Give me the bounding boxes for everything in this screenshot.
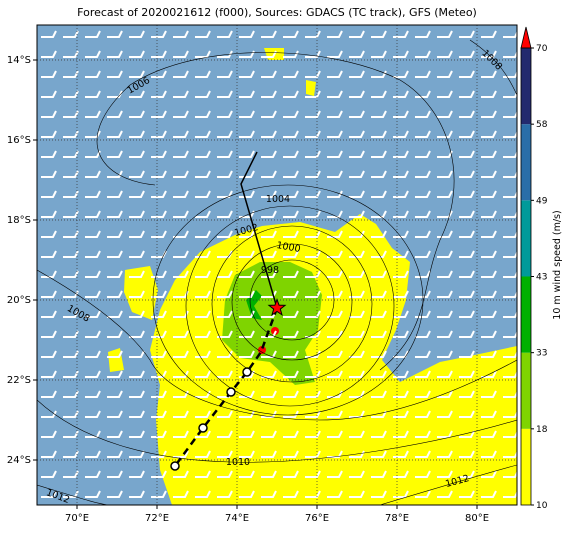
colorbar-tick-label: 10 (536, 501, 548, 511)
colorbar-tick-label: 43 (536, 273, 547, 283)
track-point (170, 461, 180, 471)
x-tick-label: 80°E (465, 513, 489, 524)
colorbar-segment (521, 352, 531, 429)
colorbar-extend (520, 26, 532, 49)
chart-title: Forecast of 2020021612 (f000), Sources: … (77, 6, 477, 19)
track-point (226, 387, 236, 397)
isobar (211, 225, 373, 383)
isobar (469, 39, 517, 96)
wind-barbs (37, 25, 517, 505)
x-tick-label: 72°E (145, 513, 169, 524)
forecast-track (173, 307, 279, 467)
x-tick-label: 74°E (225, 513, 249, 524)
colorbar-tick-label: 70 (536, 44, 548, 54)
colorbar-tick-label: 49 (536, 196, 548, 206)
colorbar-tick-label: 58 (536, 120, 548, 130)
y-tick-label: 14°S (7, 55, 31, 66)
colorbar-tick-label: 33 (536, 349, 547, 359)
colorbar-segment (521, 428, 531, 505)
y-tick-label: 18°S (7, 215, 31, 226)
track (170, 151, 287, 471)
colorbar-segment (521, 48, 531, 125)
y-tick-label: 24°S (7, 455, 31, 466)
isobar (96, 52, 455, 371)
contour-label: 1000 (276, 240, 302, 255)
past-track (240, 151, 278, 309)
colorbar-tick-label: 18 (536, 425, 548, 435)
contour-label: 1004 (266, 194, 290, 205)
y-tick-label: 16°S (7, 135, 31, 146)
map (37, 25, 517, 505)
colorbar-label: 10 m wind speed (m/s) (552, 210, 563, 319)
map-frame (36, 24, 518, 506)
isobar (249, 259, 335, 341)
colorbar-segment (521, 200, 531, 277)
track-point (242, 367, 252, 377)
colorbar-segment (521, 276, 531, 353)
x-tick-label: 78°E (385, 513, 409, 524)
isobar (152, 184, 424, 416)
isobar (185, 205, 395, 407)
isobar (37, 269, 517, 421)
track-point (198, 423, 208, 433)
contour-label: 1010 (226, 457, 250, 468)
colorbar-segment (521, 124, 531, 201)
contour-label: 998 (261, 265, 279, 276)
isobar (37, 399, 517, 463)
isobar (231, 243, 353, 361)
y-tick-label: 22°S (7, 375, 31, 386)
current-position (267, 298, 287, 317)
x-tick-label: 76°E (305, 513, 329, 524)
x-tick-label: 70°E (65, 513, 89, 524)
y-tick-label: 20°S (7, 295, 31, 306)
